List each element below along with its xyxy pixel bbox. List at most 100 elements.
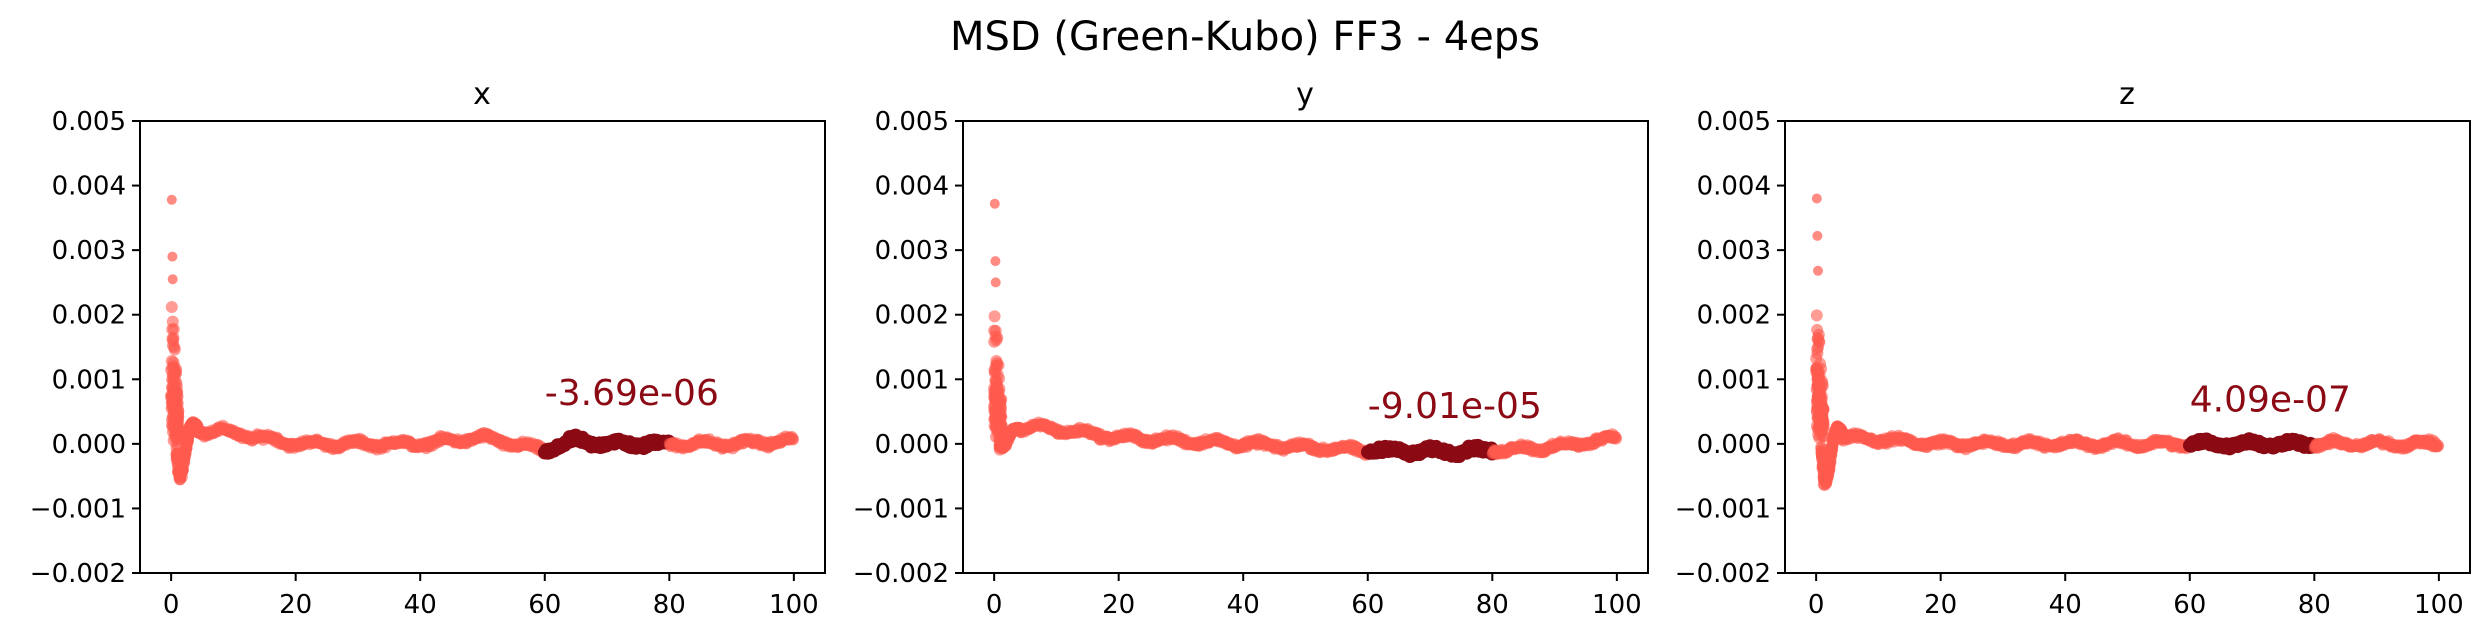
- panel-z-y-tick-label: 0.001: [1697, 365, 1771, 395]
- panel-y-annotation: -9.01e-05: [1368, 386, 1542, 427]
- panel-x-data-point: [170, 433, 183, 446]
- panel-y-x-tick-label: 40: [1227, 590, 1260, 620]
- panel-y-y-tick-label: 0.000: [875, 430, 949, 460]
- panel-z-y-tick-label: 0.002: [1697, 301, 1771, 331]
- panel-y-data-point: [990, 420, 1003, 433]
- panel-y-x-tick-label: 80: [1476, 590, 1509, 620]
- panel-z-frame: [1784, 120, 2471, 574]
- panel-z-y-tick-label: 0.004: [1697, 172, 1771, 202]
- panel-y-data-point: [991, 357, 1004, 370]
- panel-x-data-point: [174, 471, 186, 483]
- panel-y-x-tick-label: 20: [1102, 590, 1135, 620]
- panel-x-x-tick-label: 80: [653, 590, 686, 620]
- panel-y-frame: [962, 120, 1649, 574]
- panel-y-x-tick-label: 100: [1592, 590, 1642, 620]
- panel-y-y-tick-label: 0.005: [875, 107, 949, 137]
- panel-y-y-tick-label: −0.002: [853, 559, 949, 589]
- panel-x-data-point: [166, 373, 179, 386]
- panel-x-data-point: [165, 301, 178, 313]
- panel-x-points: [165, 194, 800, 486]
- panel-z-y-tick-label: −0.002: [1675, 559, 1771, 589]
- panel-z-data-point: [1816, 402, 1829, 415]
- panel-z-annotation: 4.09e-07: [2190, 380, 2351, 421]
- panel-x-y-tick-label: 0.001: [52, 365, 126, 395]
- panel-y-data-point: [992, 408, 1005, 421]
- panel-y-x-tick-label: 60: [1351, 590, 1384, 620]
- panel-x-outlier-point: [167, 251, 178, 262]
- panel-x-data-point: [167, 334, 180, 347]
- panel-z-data-point: [1825, 448, 1838, 461]
- panel-x-x-tick-label: 100: [769, 590, 819, 620]
- panel-x-y-tick-label: −0.002: [30, 559, 126, 589]
- panel-x-outlier-point: [167, 274, 178, 285]
- panel-z-data-point: [1812, 335, 1825, 348]
- panel-x-x-axis: 0 20 40 60 80 100: [163, 573, 819, 620]
- panel-y-outlier-point: [990, 277, 1001, 288]
- panel-z-title: z: [2119, 77, 2135, 112]
- panel-z-y-axis: −0.002 −0.001 0.000 0.001 0.002 0.003 0.004 0.0…: [1675, 107, 1785, 589]
- panel-y-x-tick-label: 0: [986, 590, 1003, 620]
- panel-z-x-tick-label: 40: [2049, 590, 2082, 620]
- panel-x-x-tick-label: 20: [279, 590, 312, 620]
- panel-z-x-tick-label: 100: [2414, 590, 2464, 620]
- panel-z-y-tick-label: 0.005: [1697, 107, 1771, 137]
- panel-x-y-tick-label: 0.003: [52, 236, 126, 266]
- panel-x-y-tick-label: 0.005: [52, 107, 126, 137]
- panel-z-x-tick-label: 20: [1924, 590, 1957, 620]
- panel-y-outlier-point: [989, 198, 1000, 209]
- panel-z-data-point: [1817, 460, 1830, 473]
- panel-x-x-tick-label: 60: [528, 590, 561, 620]
- panel-x-y-tick-label: 0.002: [52, 301, 126, 331]
- panel-y-data-point: [988, 310, 1001, 323]
- panel-y-outlier-point: [990, 256, 1001, 267]
- panel-y-y-axis: −0.002 −0.001 0.000 0.001 0.002 0.003 0.004 0.0…: [853, 107, 963, 589]
- panel-y-x-axis: 0 20 40 60 80 100: [986, 573, 1642, 620]
- panel-z: z −0.002 −0.001 0.000 0.001 0.002 0.003 0.004 0…: [1675, 77, 2471, 620]
- panel-y-data-point: [988, 382, 1001, 395]
- panel-z-data-point: [1817, 414, 1830, 427]
- panel-z-data-point: [1816, 430, 1829, 443]
- panel-y-y-tick-label: 0.002: [875, 301, 949, 331]
- panel-x-outlier-point: [166, 194, 177, 205]
- panel-z-data-point: [1815, 446, 1828, 459]
- panel-y-points: [988, 198, 1623, 464]
- panel-z-x-tick-label: 0: [1808, 590, 1825, 620]
- panel-z-data-point: [1811, 393, 1824, 406]
- panel-x-data-point: [787, 433, 800, 446]
- panel-x-y-axis: −0.002 −0.001 0.000 0.001 0.002 0.003 0.004 0.0…: [30, 107, 140, 589]
- panel-z-outlier-point: [1811, 193, 1822, 204]
- panel-x-data-point: [166, 315, 179, 328]
- panel-y-data-point: [997, 439, 1010, 452]
- panel-z-data-point: [1817, 471, 1830, 483]
- panel-z-outlier-point: [1812, 230, 1823, 241]
- panel-y-y-tick-label: 0.004: [875, 172, 949, 202]
- panel-y-y-tick-label: 0.001: [875, 365, 949, 395]
- panel-z-x-tick-label: 80: [2298, 590, 2331, 620]
- panel-y-y-tick-label: 0.003: [875, 236, 949, 266]
- panel-y: y −0.002 −0.001 0.000 0.001 0.002 0.003 0.004 0…: [853, 77, 1649, 620]
- figure-title: MSD (Green-Kubo) FF3 - 4eps: [950, 14, 1540, 60]
- panel-z-outlier-point: [1813, 265, 1823, 276]
- panel-x-y-tick-label: 0.000: [52, 430, 126, 460]
- panel-y-data-point: [1610, 432, 1623, 445]
- panel-z-data-point: [1813, 367, 1826, 380]
- panel-z-data-point: [1811, 323, 1824, 336]
- panel-y-data-point: [988, 335, 1001, 348]
- panel-x-data-point: [166, 420, 179, 433]
- panel-z-data-point: [1810, 309, 1823, 322]
- panel-z-y-tick-label: 0.000: [1697, 430, 1771, 460]
- panel-x-data-point: [181, 435, 194, 448]
- panel-x-x-tick-label: 0: [163, 590, 180, 620]
- panel-x-frame: [139, 120, 826, 574]
- panel-z-y-tick-label: 0.003: [1697, 236, 1771, 266]
- panel-x-annotation: -3.69e-06: [545, 373, 719, 414]
- panel-z-points: [1810, 193, 2445, 491]
- panel-z-x-tick-label: 60: [2173, 590, 2206, 620]
- panel-y-title: y: [1296, 77, 1314, 112]
- panel-x: x −0.002 −0.001 0.000 0.001 0.002 0.003 0.004 0…: [30, 77, 826, 620]
- panel-x-data-point: [169, 389, 182, 402]
- panel-z-x-axis: 0 20 40 60 80 100: [1808, 573, 2464, 620]
- panel-x-y-tick-label: 0.004: [52, 172, 126, 202]
- panel-x-data-point: [168, 360, 181, 373]
